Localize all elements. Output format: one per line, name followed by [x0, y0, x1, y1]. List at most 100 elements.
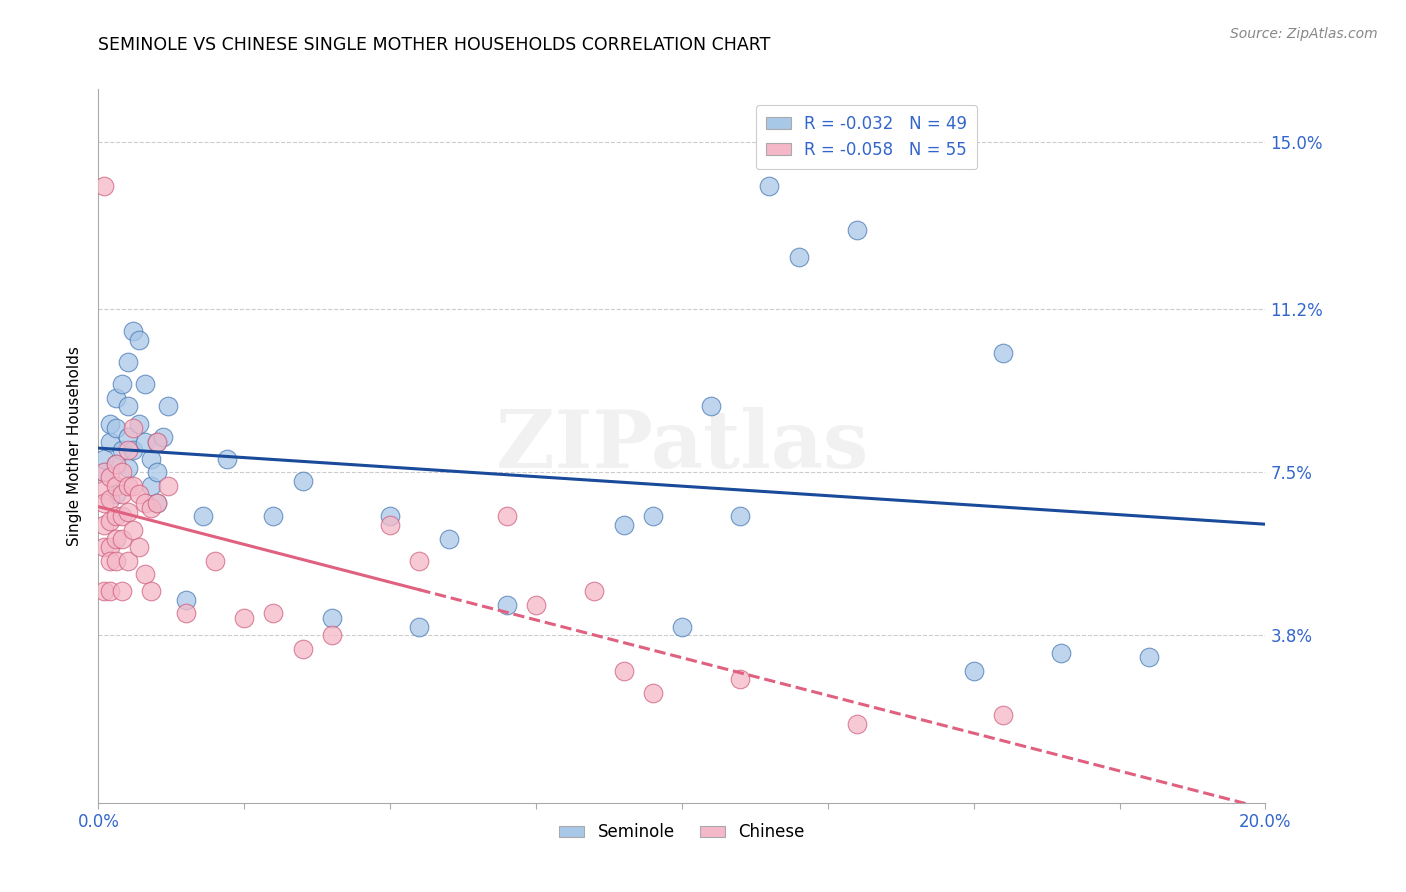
Point [139, 452, 162, 467]
Point [1137, 650, 1160, 665]
Point [215, 452, 238, 467]
Point [524, 598, 547, 612]
Point [146, 434, 169, 449]
Point [146, 496, 169, 510]
Point [641, 686, 664, 700]
Point [991, 707, 1014, 722]
Point [93, 466, 115, 480]
Point [128, 487, 150, 501]
Point [321, 611, 343, 625]
Point [104, 391, 127, 405]
Point [139, 500, 162, 515]
Point [93, 483, 115, 497]
Point [98, 584, 121, 599]
Point [641, 509, 664, 524]
Point [93, 179, 115, 194]
Point [104, 457, 127, 471]
Point [111, 466, 134, 480]
Point [98, 541, 121, 555]
Point [117, 478, 139, 492]
Point [174, 607, 197, 621]
Point [111, 487, 134, 501]
Point [321, 628, 343, 642]
Point [104, 487, 127, 501]
Point [233, 611, 256, 625]
Point [117, 461, 139, 475]
Point [437, 532, 460, 546]
Point [111, 584, 134, 599]
Point [146, 434, 169, 449]
Point [991, 346, 1014, 360]
Point [134, 434, 156, 449]
Point [380, 509, 402, 524]
Point [380, 518, 402, 533]
Text: ZIPatlas: ZIPatlas [496, 407, 868, 485]
Point [93, 518, 115, 533]
Point [117, 355, 139, 369]
Point [122, 523, 145, 537]
Point [111, 509, 134, 524]
Point [174, 593, 197, 607]
Point [98, 553, 121, 567]
Text: Source: ZipAtlas.com: Source: ZipAtlas.com [1230, 27, 1378, 41]
Point [962, 664, 984, 678]
Point [117, 430, 139, 444]
Point [128, 541, 150, 555]
Point [262, 509, 284, 524]
Point [117, 553, 139, 567]
Point [612, 518, 634, 533]
Point [730, 509, 752, 524]
Text: SEMINOLE VS CHINESE SINGLE MOTHER HOUSEHOLDS CORRELATION CHART: SEMINOLE VS CHINESE SINGLE MOTHER HOUSEH… [98, 36, 770, 54]
Point [128, 417, 150, 431]
Point [139, 584, 162, 599]
Point [134, 496, 156, 510]
Point [262, 607, 284, 621]
Point [157, 478, 180, 492]
Point [408, 619, 430, 633]
Point [93, 496, 115, 510]
Point [612, 664, 634, 678]
Point [122, 325, 145, 339]
Point [846, 716, 869, 731]
Point [128, 333, 150, 347]
Point [671, 619, 693, 633]
Legend: Seminole, Chinese: Seminole, Chinese [553, 817, 811, 848]
Point [98, 470, 121, 484]
Point [152, 430, 174, 444]
Point [408, 553, 430, 567]
Point [758, 179, 780, 194]
Point [93, 584, 115, 599]
Point [291, 475, 314, 489]
Point [98, 434, 121, 449]
Point [496, 598, 519, 612]
Point [98, 514, 121, 528]
Point [104, 553, 127, 567]
Point [122, 443, 145, 458]
Point [122, 421, 145, 435]
Point [730, 673, 752, 687]
Point [93, 541, 115, 555]
Point [104, 478, 127, 492]
Point [1050, 646, 1073, 660]
Point [496, 509, 519, 524]
Point [93, 452, 115, 467]
Point [134, 566, 156, 581]
Point [117, 443, 139, 458]
Point [111, 532, 134, 546]
Point [111, 443, 134, 458]
Point [700, 400, 723, 414]
Point [117, 400, 139, 414]
Point [583, 584, 606, 599]
Point [146, 496, 169, 510]
Y-axis label: Single Mother Households: Single Mother Households [67, 346, 83, 546]
Point [122, 478, 145, 492]
Point [93, 466, 115, 480]
Point [98, 417, 121, 431]
Point [104, 509, 127, 524]
Point [787, 250, 810, 264]
Point [157, 400, 180, 414]
Point [146, 466, 169, 480]
Point [98, 491, 121, 506]
Point [117, 505, 139, 519]
Point [104, 421, 127, 435]
